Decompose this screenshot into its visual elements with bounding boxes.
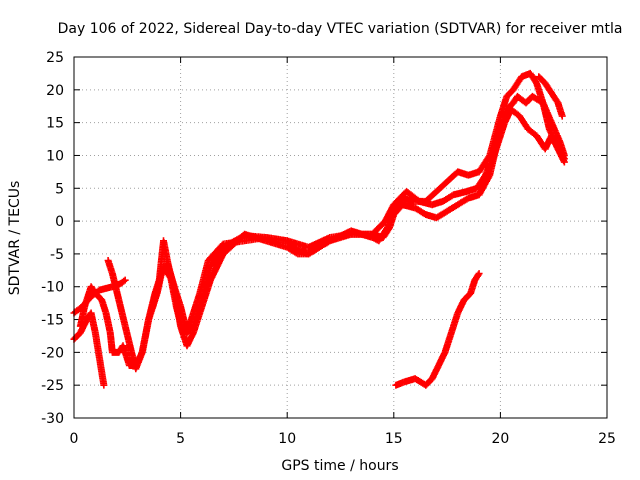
data-point-marker <box>473 173 488 192</box>
data-point-marker <box>526 69 540 86</box>
data-point-marker <box>219 237 247 248</box>
y-tick-label: 10 <box>46 148 64 164</box>
series-track-e <box>149 106 568 337</box>
data-point-marker <box>475 270 483 278</box>
data-point-marker <box>507 106 522 119</box>
data-point-marker <box>403 188 422 204</box>
y-tick-label: 20 <box>46 83 64 99</box>
data-series <box>70 69 568 389</box>
y-tick-label: -30 <box>41 411 64 427</box>
x-tick-label: 5 <box>176 431 185 447</box>
data-point-marker <box>241 234 268 245</box>
x-tick-label: 20 <box>491 431 509 447</box>
data-point-marker <box>189 304 205 337</box>
data-point-marker <box>475 153 493 176</box>
data-point-marker <box>454 195 471 209</box>
y-tick-label: -20 <box>41 345 64 361</box>
x-tick-label: 0 <box>70 431 79 447</box>
data-point-marker <box>554 145 567 161</box>
data-point-marker <box>486 114 504 159</box>
data-point-marker <box>533 79 546 105</box>
data-point-marker <box>558 112 566 120</box>
series-track-b <box>70 309 108 389</box>
data-point-marker <box>443 202 460 215</box>
data-point-marker <box>454 297 467 317</box>
data-point-marker <box>471 271 482 284</box>
data-point-marker <box>91 289 105 303</box>
data-point-marker <box>305 234 332 251</box>
data-point-marker <box>100 381 108 389</box>
y-tick-label: -15 <box>41 313 64 329</box>
data-point-marker <box>206 252 226 284</box>
data-point-marker <box>375 225 390 245</box>
data-point-marker <box>503 100 516 113</box>
data-point-marker <box>475 173 493 199</box>
data-point-marker <box>283 243 300 257</box>
y-tick-label: 25 <box>46 50 64 66</box>
series-track-g <box>392 270 483 389</box>
x-tick-label: 25 <box>598 431 616 447</box>
data-point-marker <box>381 202 397 225</box>
data-point-marker <box>535 73 548 86</box>
data-point-marker <box>369 218 388 238</box>
data-point-marker <box>503 87 516 100</box>
data-point-marker <box>326 231 353 241</box>
data-point-marker <box>347 230 375 238</box>
data-point-marker <box>206 245 226 271</box>
x-tick-label: 15 <box>385 431 403 447</box>
y-tick-label: -10 <box>41 280 64 296</box>
data-point-marker <box>509 74 525 94</box>
data-point-marker <box>160 237 174 276</box>
data-point-marker <box>179 317 194 337</box>
data-point-marker <box>490 120 508 159</box>
data-point-marker <box>516 112 531 132</box>
data-point-marker <box>539 99 553 132</box>
data-point-marker <box>305 244 322 258</box>
data-point-marker <box>283 237 311 251</box>
data-point-marker <box>460 290 473 304</box>
data-point-marker <box>524 125 539 139</box>
data-point-marker <box>441 330 455 356</box>
data-point-marker <box>262 234 289 244</box>
data-point-marker <box>196 258 212 297</box>
data-point-marker <box>204 241 226 264</box>
y-tick-label: 0 <box>55 214 64 230</box>
data-point-marker <box>121 276 129 284</box>
data-point-marker <box>138 317 152 356</box>
data-point-marker <box>432 208 450 222</box>
axis-ticks: 0 5 10 15 20 25 -30 -25 -20 -15 -10 -5 0 5 10 15 20 25 <box>41 50 616 447</box>
plot-frame <box>73 56 608 419</box>
data-point-marker <box>560 155 568 163</box>
data-point-marker <box>411 204 428 218</box>
data-point-marker <box>548 89 561 105</box>
x-axis-label: GPS time / hours <box>281 458 398 474</box>
series-track-f <box>535 73 566 120</box>
x-tick-label: 10 <box>278 431 296 447</box>
data-point-marker <box>432 179 450 196</box>
data-point-marker <box>119 342 133 368</box>
data-point-marker <box>439 192 456 205</box>
y-tick-label: -5 <box>50 247 64 263</box>
data-point-marker <box>496 94 510 120</box>
data-point-marker <box>541 79 555 96</box>
data-point-marker <box>447 311 461 337</box>
data-point-marker <box>548 119 563 145</box>
y-axis-label: SDTVAR / TECUs <box>7 181 23 296</box>
chart-title: Day 106 of 2022, Sidereal Day-to-day VTE… <box>58 21 623 37</box>
y-tick-label: 5 <box>55 181 64 197</box>
y-tick-label: 15 <box>46 116 64 132</box>
data-point-marker <box>198 278 214 310</box>
y-tick-label: -25 <box>41 378 64 394</box>
data-point-marker <box>166 270 180 309</box>
data-point-marker <box>390 189 409 209</box>
data-point-marker <box>187 291 203 323</box>
data-point-marker <box>117 277 128 287</box>
data-point-marker <box>422 376 435 389</box>
data-point-marker <box>132 350 146 373</box>
data-point-marker <box>482 153 497 179</box>
